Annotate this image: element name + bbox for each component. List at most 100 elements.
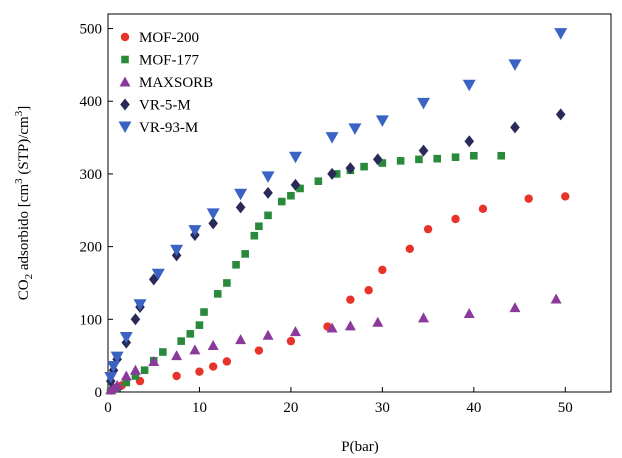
legend-item: MOF-200 bbox=[120, 30, 199, 46]
data-point bbox=[550, 293, 562, 304]
series-mof-200 bbox=[106, 192, 570, 395]
data-point bbox=[129, 364, 141, 375]
x-tick-label: 10 bbox=[192, 400, 207, 416]
data-point bbox=[364, 286, 373, 295]
data-point bbox=[195, 367, 204, 376]
data-point bbox=[346, 295, 355, 304]
legend-item: MOF-177 bbox=[121, 53, 200, 69]
data-point bbox=[177, 337, 185, 345]
legend-label: MOF-200 bbox=[139, 30, 199, 46]
data-point bbox=[478, 204, 488, 214]
data-point bbox=[360, 162, 368, 171]
data-point bbox=[417, 97, 431, 110]
legend-item: VR-5-M bbox=[120, 98, 191, 114]
y-tick-label: 300 bbox=[80, 167, 103, 183]
y-tick-label: 200 bbox=[80, 240, 103, 256]
data-point bbox=[378, 265, 387, 275]
y-axis: 0 100 200 300 400 500 bbox=[80, 22, 113, 401]
data-point bbox=[372, 153, 383, 166]
data-point bbox=[120, 370, 132, 381]
data-point bbox=[171, 350, 183, 361]
data-point bbox=[119, 331, 133, 344]
data-marks bbox=[104, 28, 570, 395]
data-point bbox=[140, 366, 149, 374]
data-point bbox=[235, 201, 246, 214]
data-point bbox=[111, 379, 123, 390]
y-tick-label: 500 bbox=[80, 22, 103, 38]
legend-label: VR-93-M bbox=[139, 120, 198, 136]
data-point bbox=[130, 313, 141, 326]
data-point bbox=[470, 151, 478, 160]
data-point bbox=[131, 372, 140, 380]
x-axis-label: P(bar) bbox=[341, 439, 379, 455]
data-point bbox=[188, 225, 202, 237]
legend-label: MOF-177 bbox=[139, 53, 200, 69]
data-point bbox=[172, 371, 181, 381]
legend-marker bbox=[119, 76, 131, 87]
x-tick-label: 40 bbox=[466, 400, 481, 416]
data-point bbox=[133, 299, 147, 311]
data-point bbox=[509, 302, 521, 313]
data-point bbox=[451, 214, 460, 224]
data-point bbox=[151, 268, 165, 281]
series-mof-177 bbox=[106, 151, 506, 395]
legend-marker bbox=[121, 55, 129, 64]
y-tick-label: 400 bbox=[80, 94, 103, 110]
legend-label: VR-5-M bbox=[139, 98, 191, 114]
data-point bbox=[344, 320, 356, 331]
data-point bbox=[110, 351, 124, 364]
plot-area: 0 10 20 30 40 50 0 100 200 300 400 500 bbox=[80, 13, 612, 416]
data-point bbox=[208, 217, 218, 230]
data-point bbox=[122, 378, 131, 387]
legend-marker bbox=[118, 121, 132, 133]
x-tick-label: 20 bbox=[283, 400, 298, 416]
data-point bbox=[555, 108, 566, 121]
data-point bbox=[561, 192, 570, 201]
data-point bbox=[207, 339, 219, 350]
x-tick-label: 50 bbox=[558, 400, 573, 416]
data-point bbox=[451, 153, 460, 162]
data-point bbox=[200, 308, 208, 316]
data-point bbox=[418, 144, 429, 157]
legend-label: MAXSORB bbox=[139, 75, 213, 91]
data-point bbox=[277, 197, 286, 206]
data-point bbox=[325, 132, 339, 144]
x-tick-label: 0 bbox=[104, 400, 112, 416]
data-point bbox=[554, 28, 568, 40]
data-point bbox=[250, 231, 259, 240]
data-point bbox=[186, 330, 195, 338]
data-point bbox=[423, 224, 433, 234]
data-point bbox=[206, 208, 220, 220]
legend: MOF-200 MOF-177 MAXSORB VR-5-M VR-93-M bbox=[118, 30, 213, 136]
data-point bbox=[262, 329, 274, 340]
y-axis-label: CO2 adsorbido [cm3 (STP)/cm3] bbox=[13, 106, 35, 300]
y-tick-label: 0 bbox=[95, 385, 103, 401]
plot-frame bbox=[107, 13, 612, 393]
legend-item: MAXSORB bbox=[119, 75, 213, 91]
data-point bbox=[378, 159, 387, 167]
data-point bbox=[159, 348, 167, 356]
data-point bbox=[189, 344, 201, 355]
data-point bbox=[296, 184, 304, 193]
data-point bbox=[510, 121, 520, 134]
data-point bbox=[497, 151, 506, 160]
data-point bbox=[106, 361, 120, 373]
legend-marker bbox=[120, 32, 130, 42]
x-tick-label: 30 bbox=[375, 400, 390, 416]
data-point bbox=[223, 279, 231, 287]
data-point bbox=[327, 167, 337, 180]
legend-marker bbox=[120, 98, 130, 111]
data-point bbox=[418, 312, 430, 323]
data-point bbox=[314, 177, 323, 185]
data-point bbox=[396, 157, 405, 165]
x-axis: 0 10 20 30 40 50 bbox=[104, 387, 573, 416]
data-point bbox=[235, 334, 247, 345]
data-point bbox=[232, 260, 240, 269]
data-point bbox=[462, 79, 476, 92]
data-point bbox=[433, 154, 442, 163]
data-point bbox=[415, 155, 423, 164]
data-point bbox=[195, 321, 204, 329]
data-point bbox=[208, 362, 218, 371]
data-point bbox=[234, 188, 248, 201]
